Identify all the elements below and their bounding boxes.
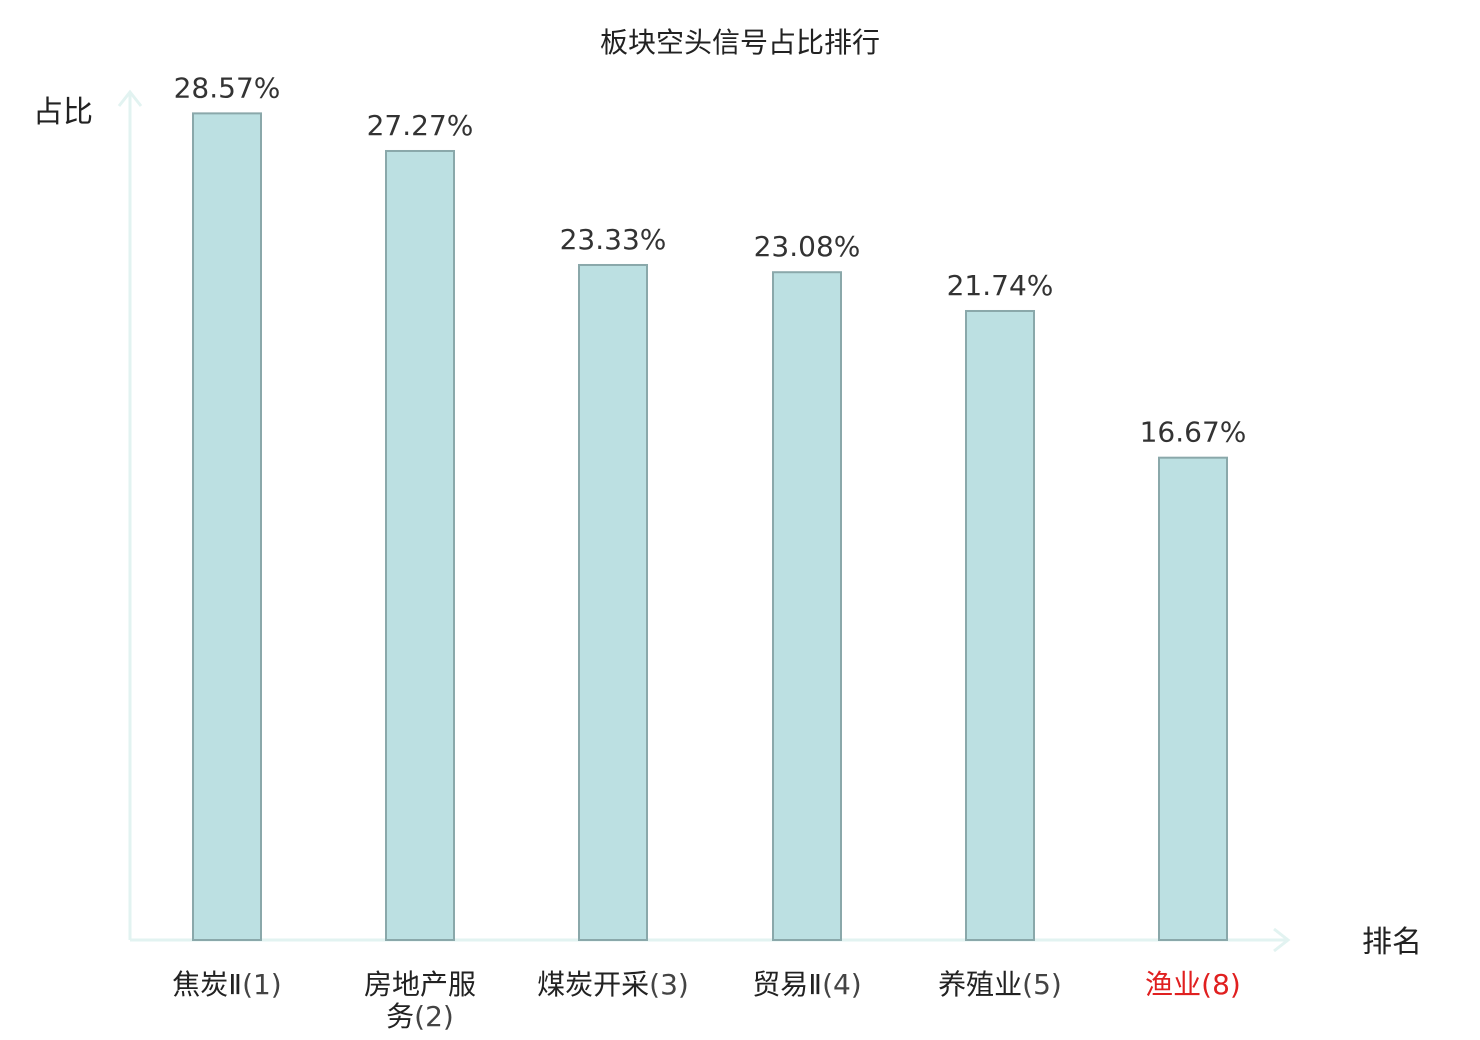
bar-4 <box>772 271 842 941</box>
x-tick-label-2-line-2: 务(2) <box>386 1000 454 1033</box>
bar-3 <box>578 263 648 941</box>
x-tick-rank: (3) <box>649 968 689 1001</box>
x-tick-rank: (2) <box>414 1000 454 1033</box>
value-label-1: 28.57% <box>174 71 281 104</box>
value-label-2: 27.27% <box>367 109 474 142</box>
x-tick-rank: (8) <box>1201 968 1241 1001</box>
chart-title: 板块空头信号占比排行 <box>600 26 880 59</box>
x-axis-label: 排名 <box>1362 925 1422 960</box>
x-tick-label-6: 渔业(8) <box>1145 968 1241 1001</box>
x-tick-label-3: 煤炭开采(3) <box>537 968 689 1001</box>
x-tick-label-1: 焦炭Ⅱ(1) <box>172 968 281 1001</box>
x-tick-name: 煤炭开采 <box>537 968 649 1001</box>
x-tick-name: 贸易Ⅱ <box>752 968 822 1001</box>
x-axis <box>130 927 1291 953</box>
x-tick-name: 务 <box>386 1000 414 1033</box>
y-axis-arrowhead <box>117 89 143 107</box>
x-tick-label-5: 养殖业(5) <box>938 968 1062 1001</box>
bars-layer <box>192 112 1228 942</box>
bar-2 <box>385 149 455 942</box>
x-tick-label-4: 贸易Ⅱ(4) <box>752 968 861 1001</box>
bar-1 <box>192 112 262 941</box>
x-tick-rank: (1) <box>242 968 282 1001</box>
x-tick-name: 渔业 <box>1145 968 1201 1001</box>
x-tick-name: 房地产服 <box>364 968 476 1001</box>
bar-6 <box>1158 456 1228 941</box>
y-axis <box>117 89 143 940</box>
value-label-5: 21.74% <box>947 269 1054 302</box>
x-tick-rank: (5) <box>1022 968 1062 1001</box>
x-tick-name: 焦炭Ⅱ <box>172 968 242 1001</box>
value-label-4: 23.08% <box>754 230 861 263</box>
bar-5 <box>965 309 1035 941</box>
value-labels-layer: 28.57% 27.27% 23.33% 23.08% 21.74% 16.67% <box>174 71 1247 448</box>
value-label-6: 16.67% <box>1140 416 1247 449</box>
x-axis-arrowhead <box>1273 927 1291 953</box>
x-tick-label-2-line-1: 房地产服 <box>364 968 476 1001</box>
y-axis-label: 占比 <box>33 95 93 130</box>
x-tick-rank: (4) <box>822 968 862 1001</box>
value-label-3: 23.33% <box>560 223 667 256</box>
x-tick-name: 养殖业 <box>938 968 1022 1001</box>
